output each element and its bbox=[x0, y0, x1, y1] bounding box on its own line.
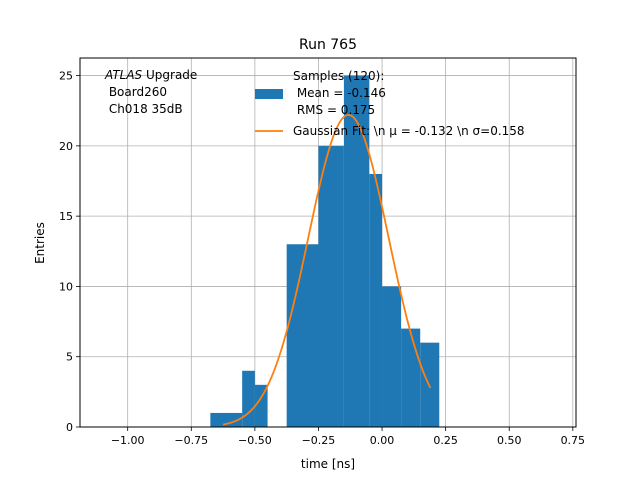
x-tick-label: 0.25 bbox=[433, 434, 458, 447]
histogram-bars bbox=[210, 75, 440, 428]
annotation-line-3: Ch018 35dB bbox=[105, 102, 183, 116]
y-tick-label: 15 bbox=[59, 210, 73, 223]
x-tick-label: 0.00 bbox=[370, 434, 395, 447]
y-tick-label: 0 bbox=[66, 421, 73, 434]
gaussian-fit-curve bbox=[222, 114, 432, 426]
histogram-bar bbox=[382, 286, 402, 427]
annotation-line-1: ATLAS Upgrade bbox=[104, 68, 197, 82]
legend-histogram-line-1: Samples (120): bbox=[293, 69, 384, 83]
legend-histogram-line-2: Mean = -0.146 bbox=[293, 86, 386, 100]
atlas-annotation: ATLAS Upgrade Board260 Ch018 35dB bbox=[104, 68, 197, 116]
histogram-bar bbox=[318, 145, 344, 427]
y-axis-ticks: 0 5 10 15 20 25 bbox=[59, 70, 80, 434]
legend-histogram-line-3: RMS = 0.175 bbox=[293, 103, 375, 117]
x-axis-label: time [ns] bbox=[301, 457, 355, 471]
chart-title: Run 765 bbox=[299, 37, 357, 53]
histogram-bar bbox=[343, 75, 370, 428]
x-tick-label: 0.75 bbox=[561, 434, 586, 447]
histogram-bar bbox=[369, 173, 383, 427]
y-tick-label: 10 bbox=[59, 280, 73, 293]
annotation-atlas: ATLAS bbox=[104, 68, 143, 82]
x-tick-label: −0.25 bbox=[302, 434, 336, 447]
legend: Samples (120): Mean = -0.146 RMS = 0.175… bbox=[255, 69, 525, 138]
y-axis-label: Entries bbox=[33, 222, 47, 264]
x-tick-label: −0.75 bbox=[174, 434, 208, 447]
histogram-bar bbox=[210, 412, 243, 427]
legend-histogram-swatch bbox=[255, 89, 283, 99]
y-tick-label: 25 bbox=[59, 70, 73, 83]
legend-fit-label: Gaussian Fit: \n μ = -0.132 \n σ=0.158 bbox=[293, 124, 525, 138]
histogram-bar bbox=[286, 244, 319, 427]
x-tick-label: −0.50 bbox=[238, 434, 272, 447]
x-tick-label: 0.50 bbox=[497, 434, 522, 447]
y-tick-label: 20 bbox=[59, 140, 73, 153]
x-axis-ticks: −1.00 −0.75 −0.50 −0.25 0.00 0.25 0.50 0.75 bbox=[111, 427, 585, 447]
annotation-upgrade: Upgrade bbox=[142, 68, 197, 82]
y-tick-label: 5 bbox=[66, 351, 73, 364]
x-tick-label: −1.00 bbox=[111, 434, 145, 447]
histogram-bar bbox=[242, 370, 255, 427]
histogram-bar bbox=[401, 328, 421, 427]
histogram-bar bbox=[254, 384, 268, 427]
fit-curve-layer bbox=[222, 114, 432, 426]
annotation-line-2: Board260 bbox=[105, 85, 167, 99]
axes-frame bbox=[79, 57, 577, 428]
